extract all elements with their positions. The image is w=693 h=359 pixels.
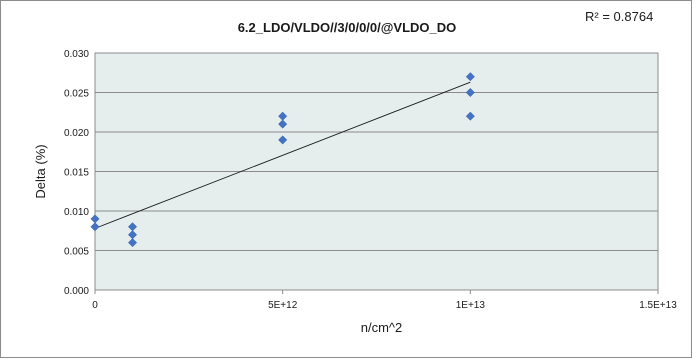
data-point (90, 222, 100, 232)
data-point (465, 72, 475, 82)
tick-labels: 0.000 0.005 0.010 0.015 0.020 0.025 0.030 0 5E+1… (64, 49, 677, 311)
y-tick-label: 0.030 (64, 49, 89, 60)
trendline (94, 81, 471, 229)
x-tick-label: 1.5E+13 (639, 300, 677, 311)
axes (94, 290, 659, 294)
data-point (278, 135, 288, 145)
x-tick-label: 1E+13 (456, 300, 486, 311)
y-axis-label: Delta (%) (33, 144, 48, 198)
x-axis-label: n/cm^2 (361, 320, 403, 335)
y-tick-label: 0.015 (64, 168, 89, 179)
data-point (465, 111, 475, 121)
chart-title: 6.2_LDO/VLDO//3/0/0/0/@VLDO_DO (238, 20, 457, 35)
grid-lines (95, 52, 658, 251)
data-points (90, 72, 475, 248)
data-point (465, 87, 475, 98)
r-squared-label: R² = 0.8764 (585, 9, 653, 24)
data-point (127, 238, 138, 248)
x-tick-label: 0 (92, 300, 98, 311)
trendline-group (94, 81, 471, 229)
y-tick-label: 0.025 (64, 89, 89, 100)
y-tick-label: 0.005 (64, 247, 89, 258)
y-tick-label: 0.000 (64, 286, 89, 297)
x-tick-label: 5E+12 (268, 300, 298, 311)
y-tick-label: 0.020 (64, 128, 89, 139)
data-point (278, 119, 288, 129)
y-tick-label: 0.010 (64, 207, 89, 218)
